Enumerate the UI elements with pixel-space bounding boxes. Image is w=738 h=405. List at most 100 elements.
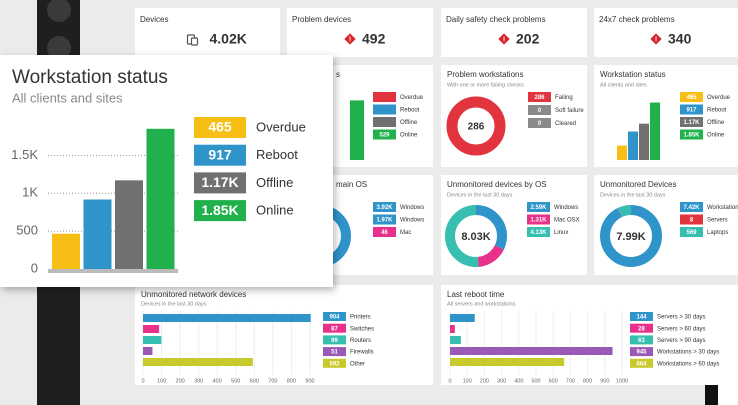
x-tick-label: 400 (213, 378, 222, 384)
x-tick-label: 300 (194, 378, 203, 384)
x-tick-label: 200 (480, 378, 489, 384)
x-tick-label: 600 (549, 378, 558, 384)
legend-label: Other (350, 361, 365, 367)
alert-mark: ! (655, 36, 657, 43)
alert-mark: ! (349, 36, 351, 43)
legend-value: 8 (690, 218, 694, 224)
x-tick-label: 400 (514, 378, 523, 384)
bezel-button (47, 0, 71, 22)
legend-label: Windows (400, 205, 424, 211)
legend-label: Linux (554, 230, 568, 236)
legend-label: Offline (256, 175, 293, 190)
legend-value: 51 (331, 350, 338, 356)
x-tick-label: 700 (268, 378, 277, 384)
x-tick-label: 200 (176, 378, 185, 384)
widget-subtitle: Devices in the last 30 days (600, 192, 666, 198)
legend-value: 7.42K (683, 205, 700, 211)
kpi-value: 340 (668, 31, 692, 47)
legend-value: 0 (538, 121, 542, 127)
donut-segment (445, 205, 507, 267)
x-tick-label: 900 (600, 378, 609, 384)
device-icon (190, 37, 199, 46)
kpi-value: 492 (362, 31, 386, 47)
widget-subtitle: All servers and workstations (447, 301, 516, 307)
legend-swatch (680, 104, 703, 115)
legend-value: 3.92K (376, 205, 393, 211)
y-tick-label: 1K (22, 185, 38, 200)
kpi-title: Daily safety check problems (446, 15, 546, 24)
widget-title: Unmonitored Devices (600, 180, 676, 189)
alert-icon (650, 33, 662, 45)
card (135, 8, 280, 57)
kpi-title: Devices (140, 15, 168, 24)
card (594, 65, 738, 167)
x-tick-label: 100 (157, 378, 166, 384)
legend-value: 1.17K (201, 174, 238, 190)
bar (143, 314, 311, 322)
x-tick-label: 700 (566, 378, 575, 384)
legend-swatch (680, 227, 703, 237)
bar (628, 131, 638, 160)
legend-swatch (630, 312, 653, 321)
legend-label: Firewalls (350, 350, 374, 356)
legend-value: 569 (686, 230, 697, 236)
bar (143, 325, 160, 333)
legend-value: 4.13K (530, 230, 547, 236)
kpi-title: Problem devices (292, 15, 351, 24)
x-tick-label: 0 (141, 378, 144, 384)
legend-label: Servers > 30 days (657, 315, 706, 321)
x-tick-label: 0 (448, 378, 451, 384)
legend-value: 144 (636, 315, 647, 321)
legend-value: 2.59K (530, 205, 547, 211)
legend-label: Windows (400, 218, 424, 224)
legend-swatch (373, 117, 396, 127)
bar (639, 123, 649, 160)
widget-title: Workstation status (600, 70, 666, 79)
x-tick-label: 800 (287, 378, 296, 384)
legend-label: Windows (554, 205, 578, 211)
bar (143, 336, 162, 344)
legend-value: 87 (331, 326, 338, 332)
legend-value: 1.97K (376, 218, 393, 224)
legend-swatch (630, 358, 653, 368)
legend-swatch (630, 335, 653, 345)
legend-label: Laptops (707, 230, 728, 236)
legend-swatch (680, 214, 703, 225)
legend-value: 465 (208, 119, 232, 135)
legend-value: 917 (208, 146, 232, 162)
legend-label: Soft failure (555, 108, 584, 114)
bar (143, 347, 153, 355)
popup-subtitle: All clients and sites (12, 90, 123, 105)
widget-subtitle: With one or more failing checks (447, 82, 524, 88)
x-tick-label: 100 (463, 378, 472, 384)
legend-label: Servers (707, 218, 728, 224)
legend-swatch (680, 202, 703, 212)
bezel-button (47, 36, 71, 60)
y-tick-label: 500 (16, 223, 38, 238)
kpi-value: 202 (516, 31, 540, 47)
bar (52, 233, 80, 269)
legend-swatch (373, 92, 396, 102)
legend-value: 465 (686, 95, 697, 101)
legend-swatch (630, 323, 653, 333)
donut-center-label: 7.99K (616, 231, 645, 243)
card (135, 285, 433, 385)
legend-value: 664 (636, 361, 647, 367)
legend-label: Routers (350, 338, 371, 344)
card (287, 8, 433, 57)
card (594, 8, 738, 57)
legend-swatch (527, 214, 550, 225)
card (441, 285, 738, 385)
legend-swatch (323, 358, 346, 368)
legend-value: 99 (331, 338, 338, 344)
legend-swatch (373, 129, 396, 140)
bar (143, 358, 253, 366)
alert-icon (344, 33, 356, 45)
legend-label: Overdue (707, 95, 731, 101)
widget-subtitle: Devices in the last 30 days (447, 192, 513, 198)
legend-label: Servers > 60 days (657, 326, 706, 332)
legend-swatch (680, 129, 703, 140)
legend-label: Offline (400, 120, 418, 126)
legend-swatch (680, 92, 703, 102)
legend-value: 0 (538, 108, 542, 114)
